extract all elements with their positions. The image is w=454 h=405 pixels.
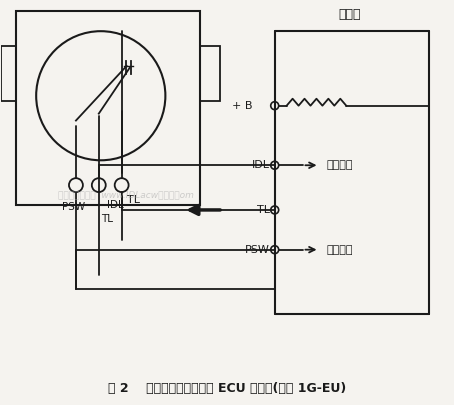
Bar bbox=[1, 46, 16, 101]
Bar bbox=[200, 46, 220, 101]
Circle shape bbox=[69, 178, 83, 192]
Text: + B: + B bbox=[232, 101, 253, 111]
Bar bbox=[16, 11, 200, 205]
Text: PSW: PSW bbox=[62, 202, 85, 212]
Text: TL: TL bbox=[127, 195, 140, 205]
Circle shape bbox=[115, 178, 128, 192]
Text: 输出信号: 输出信号 bbox=[326, 245, 353, 255]
Text: 图 2    节气门位置传感器与 ECU 的连接(丰田 1G-EU): 图 2 节气门位置传感器与 ECU 的连接(丰田 1G-EU) bbox=[108, 382, 346, 395]
Text: 计算机: 计算机 bbox=[338, 8, 360, 21]
Text: IDL: IDL bbox=[107, 200, 123, 210]
Text: PSW: PSW bbox=[245, 245, 270, 255]
Circle shape bbox=[271, 161, 279, 169]
Circle shape bbox=[271, 102, 279, 110]
Text: 汽车维修技术网  www.IDLacw怠速信号om: 汽车维修技术网 www.IDLacw怠速信号om bbox=[58, 190, 193, 200]
Text: 怠速信号: 怠速信号 bbox=[326, 160, 353, 170]
Text: TL: TL bbox=[101, 214, 113, 224]
Circle shape bbox=[92, 178, 106, 192]
Text: IDL: IDL bbox=[252, 160, 270, 170]
Text: TL: TL bbox=[257, 205, 270, 215]
Circle shape bbox=[271, 246, 279, 254]
Circle shape bbox=[271, 206, 279, 214]
